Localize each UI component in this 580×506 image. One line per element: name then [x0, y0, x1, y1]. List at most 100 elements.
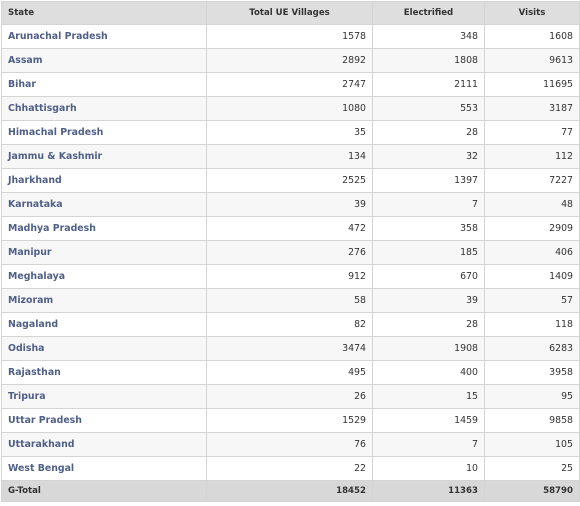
visits-cell: 2909	[484, 216, 580, 241]
table-row: Rajasthan 495 400 3958	[1, 360, 580, 385]
table-row: West Bengal 22 10 25	[1, 456, 580, 481]
total-ue-villages-cell: 35	[206, 120, 373, 145]
electrified-cell: 7	[372, 432, 485, 457]
table-row: Odisha 3474 1908 6283	[1, 336, 580, 361]
state-link[interactable]: Mizoram	[1, 288, 207, 313]
electrified-cell: 553	[372, 96, 485, 121]
total-ue-villages-cell: 1578	[206, 24, 373, 49]
visits-cell: 1409	[484, 264, 580, 289]
state-link[interactable]: Madhya Pradesh	[1, 216, 207, 241]
total-ue-villages-cell: 1529	[206, 408, 373, 433]
state-link[interactable]: Jammu & Kashmir	[1, 144, 207, 169]
grand-total-electrified: 11363	[372, 480, 485, 502]
total-ue-villages-cell: 39	[206, 192, 373, 217]
table-row: Madhya Pradesh 472 358 2909	[1, 216, 580, 241]
state-link[interactable]: Arunachal Pradesh	[1, 24, 207, 49]
table-row: Arunachal Pradesh 1578 348 1608	[1, 24, 580, 49]
electrified-cell: 2111	[372, 72, 485, 97]
total-ue-villages-cell: 276	[206, 240, 373, 265]
state-link[interactable]: Uttarakhand	[1, 432, 207, 457]
table-row: Uttar Pradesh 1529 1459 9858	[1, 408, 580, 433]
state-link[interactable]: Assam	[1, 48, 207, 73]
state-link[interactable]: Himachal Pradesh	[1, 120, 207, 145]
state-link[interactable]: Uttar Pradesh	[1, 408, 207, 433]
table-row: Karnataka 39 7 48	[1, 192, 580, 217]
state-link[interactable]: Manipur	[1, 240, 207, 265]
grand-total-villages: 18452	[206, 480, 373, 502]
visits-cell: 77	[484, 120, 580, 145]
visits-cell: 105	[484, 432, 580, 457]
total-ue-villages-cell: 26	[206, 384, 373, 409]
table-row: Jharkhand 2525 1397 7227	[1, 168, 580, 193]
visits-cell: 3187	[484, 96, 580, 121]
state-link[interactable]: Tripura	[1, 384, 207, 409]
visits-cell: 406	[484, 240, 580, 265]
header-row: State Total UE Villages Electrified Visi…	[1, 1, 580, 25]
total-ue-villages-cell: 3474	[206, 336, 373, 361]
electrified-cell: 7	[372, 192, 485, 217]
electrified-cell: 39	[372, 288, 485, 313]
state-link[interactable]: Odisha	[1, 336, 207, 361]
table-row: Bihar 2747 2111 11695	[1, 72, 580, 97]
visits-cell: 48	[484, 192, 580, 217]
state-link[interactable]: West Bengal	[1, 456, 207, 481]
total-ue-villages-cell: 472	[206, 216, 373, 241]
column-header-visits[interactable]: Visits	[484, 1, 580, 25]
table-row: Uttarakhand 76 7 105	[1, 432, 580, 457]
table-row: Manipur 276 185 406	[1, 240, 580, 265]
total-ue-villages-cell: 2525	[206, 168, 373, 193]
total-ue-villages-cell: 495	[206, 360, 373, 385]
visits-cell: 1608	[484, 24, 580, 49]
grand-total-label: G-Total	[1, 480, 207, 502]
column-header-total-ue-villages[interactable]: Total UE Villages	[206, 1, 373, 25]
visits-cell: 112	[484, 144, 580, 169]
total-ue-villages-cell: 76	[206, 432, 373, 457]
total-ue-villages-cell: 22	[206, 456, 373, 481]
electrified-cell: 1808	[372, 48, 485, 73]
total-ue-villages-cell: 58	[206, 288, 373, 313]
state-link[interactable]: Karnataka	[1, 192, 207, 217]
electrified-cell: 670	[372, 264, 485, 289]
visits-cell: 25	[484, 456, 580, 481]
visits-cell: 95	[484, 384, 580, 409]
state-link[interactable]: Chhattisgarh	[1, 96, 207, 121]
column-header-electrified[interactable]: Electrified	[372, 1, 485, 25]
table-row: Himachal Pradesh 35 28 77	[1, 120, 580, 145]
table-row: Assam 2892 1808 9613	[1, 48, 580, 73]
total-ue-villages-cell: 82	[206, 312, 373, 337]
total-ue-villages-cell: 2747	[206, 72, 373, 97]
electrified-cell: 1459	[372, 408, 485, 433]
table-body: Arunachal Pradesh 1578 348 1608 Assam 2892 180…	[1, 24, 580, 481]
state-link[interactable]: Nagaland	[1, 312, 207, 337]
table-row: Mizoram 58 39 57	[1, 288, 580, 313]
visits-cell: 9613	[484, 48, 580, 73]
electrified-cell: 10	[372, 456, 485, 481]
electrified-cell: 28	[372, 120, 485, 145]
state-link[interactable]: Bihar	[1, 72, 207, 97]
column-header-state[interactable]: State	[1, 1, 207, 25]
visits-cell: 3958	[484, 360, 580, 385]
total-ue-villages-cell: 134	[206, 144, 373, 169]
visits-cell: 57	[484, 288, 580, 313]
electrified-cell: 348	[372, 24, 485, 49]
total-ue-villages-cell: 2892	[206, 48, 373, 73]
visits-cell: 11695	[484, 72, 580, 97]
table-row: Nagaland 82 28 118	[1, 312, 580, 337]
visits-cell: 118	[484, 312, 580, 337]
electrified-cell: 32	[372, 144, 485, 169]
total-ue-villages-cell: 912	[206, 264, 373, 289]
table-row: Meghalaya 912 670 1409	[1, 264, 580, 289]
visits-cell: 9858	[484, 408, 580, 433]
electrified-cell: 185	[372, 240, 485, 265]
electrified-cell: 1908	[372, 336, 485, 361]
visits-cell: 7227	[484, 168, 580, 193]
table-header: State Total UE Villages Electrified Visi…	[1, 1, 580, 25]
state-link[interactable]: Rajasthan	[1, 360, 207, 385]
state-link[interactable]: Meghalaya	[1, 264, 207, 289]
grand-total-visits: 58790	[484, 480, 580, 502]
table-row: Tripura 26 15 95	[1, 384, 580, 409]
electrified-cell: 15	[372, 384, 485, 409]
table-row: Jammu & Kashmir 134 32 112	[1, 144, 580, 169]
state-link[interactable]: Jharkhand	[1, 168, 207, 193]
